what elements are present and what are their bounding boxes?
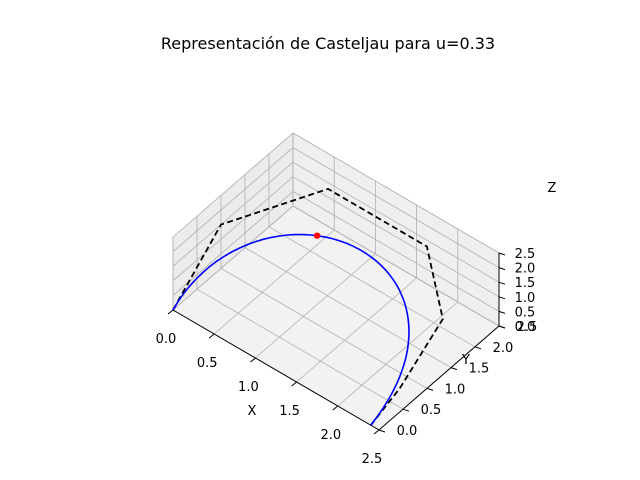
y-tick-label: 1.0 [445, 382, 466, 397]
x-tick-mark [332, 405, 339, 411]
grid-line [292, 205, 500, 327]
x-axis-label: X [248, 404, 257, 419]
x-tick-label: 0.0 [156, 332, 177, 347]
y-tick-mark [450, 367, 458, 371]
grid-line [220, 268, 428, 389]
x-tick-mark [291, 381, 297, 387]
z-tick-mark [498, 252, 506, 256]
z-tick-label: 0.5 [515, 305, 536, 320]
x-tick-label: 1.0 [238, 380, 259, 395]
x-tick-label: 0.5 [197, 356, 218, 371]
x-tick-label: 1.5 [279, 404, 300, 419]
grid-line [172, 191, 294, 296]
y-tick-label: 2.0 [493, 341, 514, 356]
grid-line [292, 176, 500, 298]
axis-ticks: 0.00.51.01.52.02.50.00.51.01.52.02.50.00… [156, 247, 538, 467]
z-tick-mark [498, 310, 506, 314]
grid-line [292, 147, 500, 268]
grid-line [244, 247, 452, 368]
grid-line [172, 132, 294, 238]
y-tick-mark [402, 408, 410, 412]
z-tick-mark [498, 325, 506, 329]
grid-line [213, 229, 335, 335]
grid-lines [172, 132, 500, 431]
y-tick-mark [378, 429, 386, 433]
y-tick-label: 0.5 [421, 403, 442, 418]
plot-series [172, 187, 444, 426]
grid-line [292, 161, 500, 283]
y-tick-mark [426, 387, 434, 391]
y-tick-mark [474, 346, 482, 350]
bezier-curve [172, 233, 410, 426]
grid-line [268, 226, 476, 348]
x-tick-mark [167, 309, 174, 315]
z-tick-label: 1.5 [515, 276, 536, 291]
x-tick-mark [373, 429, 380, 435]
grid-line [292, 132, 500, 254]
grid-line [172, 161, 294, 267]
y-axis-label: Y [461, 353, 470, 368]
z-axis-label: Z [548, 181, 557, 196]
z-tick-mark [498, 296, 506, 300]
grid-line [337, 301, 459, 407]
grid-line [196, 288, 404, 410]
x-tick-label: 2.0 [320, 428, 341, 443]
z-tick-label: 2.5 [515, 247, 536, 262]
x-tick-mark [208, 333, 215, 339]
z-tick-label: 1.0 [515, 291, 536, 306]
y-tick-label: 0.0 [397, 424, 418, 439]
y-tick-label: 1.5 [469, 362, 490, 377]
grid-line [255, 253, 376, 359]
x-axis-line [172, 309, 380, 431]
axis-lines [172, 253, 500, 431]
y-axis-line [378, 325, 500, 431]
z-tick-mark [498, 281, 506, 285]
z-tick-mark [498, 267, 506, 271]
z-tick-label: 0.0 [515, 320, 536, 335]
grid-line [292, 191, 500, 312]
z-tick-label: 2.0 [515, 262, 536, 277]
grid-line [172, 176, 294, 282]
casteljau-point [313, 232, 321, 239]
grid-line [172, 147, 294, 252]
x-tick-label: 2.5 [362, 452, 383, 467]
control-polygon [172, 187, 444, 426]
chart-title: Representación de Casteljau para u=0.33 [161, 34, 495, 53]
grid-line [296, 277, 417, 383]
x-tick-mark [250, 357, 256, 363]
grid-line [172, 205, 294, 311]
y-tick-label: 2.5 [517, 320, 538, 335]
